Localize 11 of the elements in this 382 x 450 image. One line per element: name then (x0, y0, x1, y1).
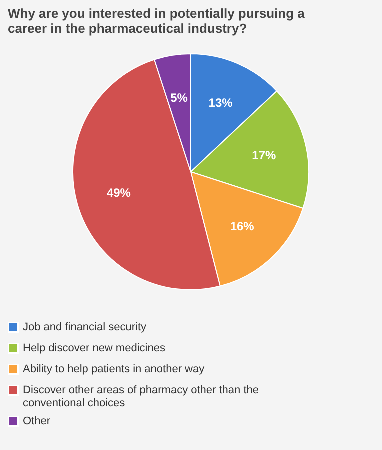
legend-label: Other (23, 416, 51, 428)
legend-label: Job and financial security (23, 322, 148, 334)
data-label: 13% (208, 96, 234, 110)
chart-title: Why are you interested in potentially pursuing a career in the pharmaceutical industry? (8, 6, 306, 36)
data-label: 17% (252, 148, 277, 163)
data-label: 5% (170, 90, 188, 105)
data-label: 49% (106, 186, 132, 200)
legend-label: Discover other areas of pharmacy other than the conventional choices (23, 384, 260, 410)
legend-label: Help discover new medicines (23, 342, 166, 354)
data-label: 16% (230, 220, 255, 234)
legend-label: Ability to help patients in another way (23, 364, 206, 376)
